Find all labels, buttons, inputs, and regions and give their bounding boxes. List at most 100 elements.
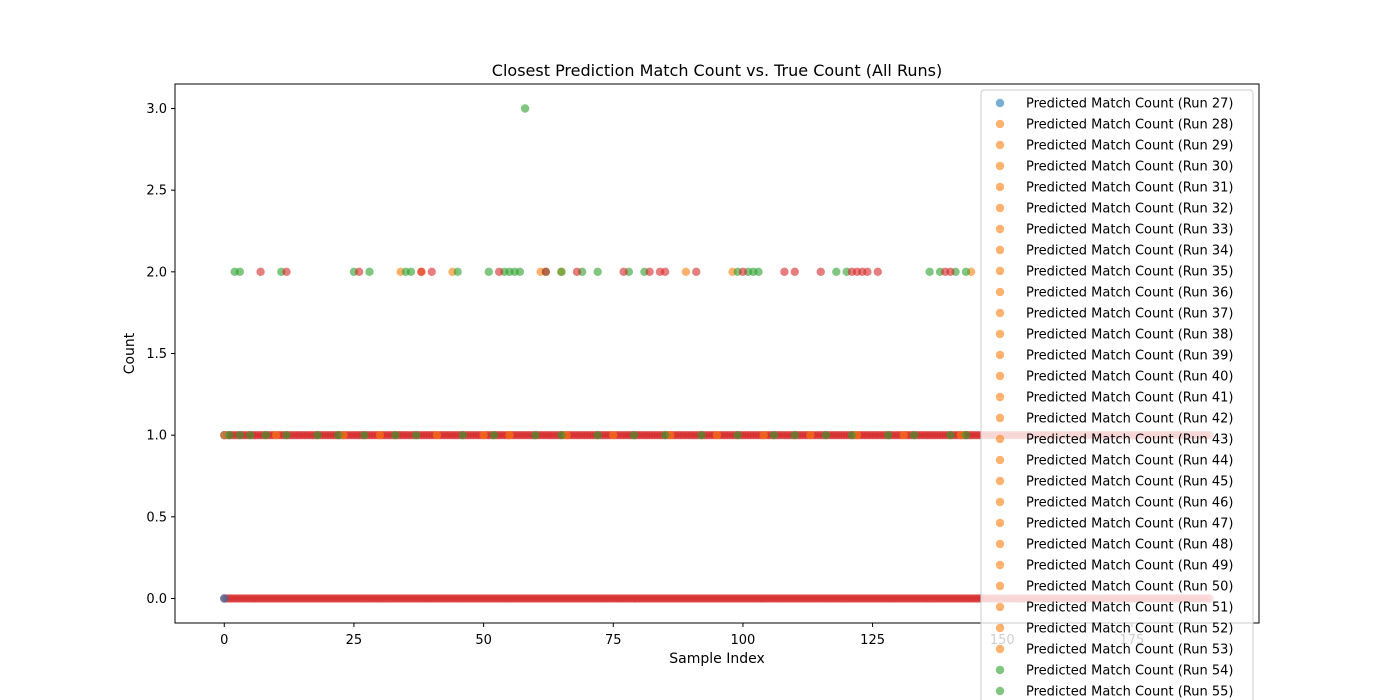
legend-label: Predicted Match Count (Run 29) (1026, 139, 1233, 154)
legend-label: Predicted Match Count (Run 48) (1026, 538, 1233, 553)
x-tick-label: 75 (605, 633, 622, 648)
data-point (847, 430, 857, 440)
y-tick-label: 0.5 (146, 510, 167, 525)
legend-label: Predicted Match Count (Run 44) (1026, 454, 1233, 469)
data-point (557, 267, 566, 277)
x-tick-label: 125 (860, 633, 885, 648)
data-point (282, 430, 291, 440)
data-point (609, 430, 618, 440)
legend-label: Predicted Match Count (Run 38) (1026, 328, 1233, 343)
data-point (334, 430, 343, 440)
legend-marker (995, 98, 1005, 108)
legend-marker (995, 119, 1005, 129)
x-tick-label: 25 (346, 633, 363, 648)
data-point (489, 430, 499, 440)
data-point (790, 267, 799, 277)
data-point (557, 430, 566, 440)
legend-marker (995, 497, 1005, 507)
y-tick-label: 1.5 (146, 347, 167, 362)
data-point (883, 430, 893, 440)
data-point (494, 267, 504, 277)
y-tick-label: 2.5 (146, 184, 167, 199)
legend-marker (995, 665, 1005, 675)
data-point (946, 267, 955, 277)
legend-marker (995, 434, 1005, 444)
legend-label: Predicted Match Count (Run 39) (1026, 349, 1233, 364)
legend-marker (995, 476, 1005, 486)
legend-label: Predicted Match Count (Run 34) (1026, 244, 1233, 259)
legend-marker (995, 245, 1005, 255)
data-point (484, 267, 493, 277)
legend-label: Predicted Match Count (Run 35) (1026, 265, 1233, 280)
legend-label: Predicted Match Count (Run 33) (1026, 223, 1233, 238)
data-point (593, 267, 602, 277)
legend-marker (995, 623, 1005, 633)
data-point (220, 594, 229, 603)
data-point (360, 430, 369, 440)
legend-marker (995, 371, 1005, 381)
legend-label: Predicted Match Count (Run 41) (1026, 391, 1233, 406)
data-point (365, 267, 374, 277)
data-point (806, 430, 815, 440)
legend-label: Predicted Match Count (Run 42) (1026, 412, 1233, 427)
data-point (417, 267, 426, 277)
data-point (961, 430, 971, 440)
legend-label: Predicted Match Count (Run 54) (1026, 664, 1233, 679)
data-point (754, 267, 763, 277)
legend-marker (995, 203, 1005, 213)
data-point (375, 430, 385, 440)
data-point (619, 267, 628, 277)
legend-marker (995, 413, 1005, 423)
data-point (769, 430, 779, 440)
y-tick-label: 2.0 (146, 265, 167, 280)
data-point (427, 267, 436, 277)
data-point (246, 430, 255, 440)
legend-label: Predicted Match Count (Run 49) (1026, 559, 1233, 574)
y-tick-label: 3.0 (146, 102, 167, 117)
legend-marker (995, 308, 1005, 318)
data-point (925, 267, 934, 277)
data-point (832, 267, 841, 277)
legend-box (980, 89, 1254, 700)
y-axis-ticks: 0.0 0.5 1.0 1.5 2.0 2.5 3.0 (146, 102, 175, 607)
legend-marker (995, 392, 1005, 402)
data-point (453, 267, 462, 277)
legend-marker (995, 329, 1005, 339)
x-axis-label: Sample Index (669, 651, 764, 667)
legend-marker (995, 644, 1005, 654)
data-point (235, 267, 245, 277)
legend-marker (995, 581, 1005, 591)
legend-marker (995, 539, 1005, 549)
legend: Predicted Match Count (Run 27) Predicted … (980, 89, 1254, 700)
data-point (692, 267, 701, 277)
data-point (909, 430, 919, 440)
data-point (271, 430, 281, 440)
legend-label: Predicted Match Count (Run 36) (1026, 286, 1233, 301)
legend-label: Predicted Match Count (Run 55) (1026, 685, 1233, 700)
legend-label: Predicted Match Count (Run 43) (1026, 433, 1233, 448)
data-point (780, 267, 789, 277)
legend-label: Predicted Match Count (Run 30) (1026, 160, 1233, 175)
data-point (282, 267, 291, 277)
legend-marker (995, 161, 1005, 171)
data-point (733, 430, 742, 440)
data-point (531, 430, 540, 440)
legend-label: Predicted Match Count (Run 45) (1026, 475, 1233, 490)
data-point (572, 267, 582, 277)
data-point (816, 267, 825, 277)
data-point (790, 430, 799, 440)
data-point (759, 430, 768, 440)
legend-marker (995, 266, 1005, 276)
data-point (593, 430, 602, 440)
legend-label: Predicted Match Count (Run 47) (1026, 517, 1233, 532)
legend-label: Predicted Match Count (Run 28) (1026, 118, 1233, 133)
legend-label: Predicted Match Count (Run 46) (1026, 496, 1233, 511)
data-point (873, 267, 882, 277)
data-point (479, 430, 488, 440)
data-point (821, 430, 831, 440)
chart-title: Closest Prediction Match Count vs. True … (492, 61, 942, 80)
legend-label: Predicted Match Count (Run 27) (1026, 97, 1233, 112)
data-point (505, 430, 514, 440)
legend-marker (995, 140, 1005, 150)
